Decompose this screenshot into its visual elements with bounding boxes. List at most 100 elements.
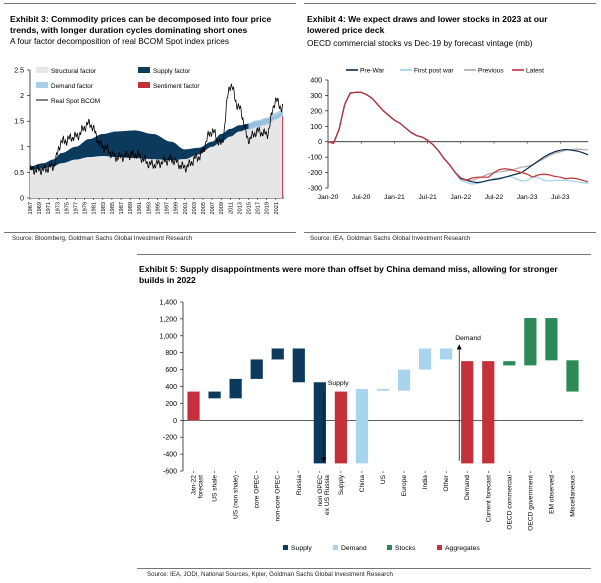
x-tick-label: 1981 bbox=[92, 202, 98, 214]
x-tick-label: Jan-20 bbox=[318, 194, 339, 201]
y-tick-label: -600 bbox=[163, 469, 177, 476]
exhibit5-bottom-rule bbox=[137, 568, 591, 569]
y-tick-label: 200 bbox=[310, 108, 322, 115]
y-tick-label: 1,000 bbox=[159, 333, 177, 340]
series-line-pre-war bbox=[327, 91, 589, 184]
legend-label-sentiment-factor: Sentiment factor bbox=[153, 83, 200, 90]
y-tick-label: 100 bbox=[310, 124, 322, 131]
x-tick-label: 1985 bbox=[110, 202, 116, 214]
legend-label-pre-war: Pre-War bbox=[360, 68, 385, 75]
x-tick-label: 2003 bbox=[192, 202, 198, 214]
exhibit3-chart: 0 0.5 1 1.5 2 2.5 1967 1969 1971 1973 1975 1977 1979… bbox=[14, 67, 284, 214]
x-tick-label: Jan-21 bbox=[384, 194, 405, 201]
x-tick-label: 1979 bbox=[83, 202, 89, 214]
exhibit5-title-line1: Exhibit 5: Supply disappointments were m… bbox=[139, 264, 558, 274]
x-tick-label: 1993 bbox=[146, 202, 152, 214]
y-tick-label: -300 bbox=[308, 186, 322, 193]
x-tick-label: 2013 bbox=[237, 202, 243, 214]
x-tick-label: 1999 bbox=[174, 202, 180, 214]
x-tick-label-core-opec: core OPEC bbox=[254, 475, 261, 509]
legend-swatch-sentiment-factor bbox=[138, 82, 150, 88]
legend-label-supply: Supply bbox=[291, 545, 312, 552]
x-tick-label: 1973 bbox=[55, 202, 61, 214]
y-tick-label: 400 bbox=[165, 384, 177, 391]
annotation-supply-arrowhead bbox=[321, 457, 327, 463]
x-tick-label: 1967 bbox=[28, 202, 34, 214]
x-tick-label: 1983 bbox=[101, 202, 107, 214]
bar-us-non-shale bbox=[229, 378, 242, 399]
exhibit4-panel: Exhibit 4: We expect draws and lower sto… bbox=[300, 0, 601, 250]
legend-label-demand: Demand bbox=[341, 545, 367, 552]
exhibit3-top-rule bbox=[4, 3, 296, 4]
bar-russia bbox=[292, 348, 305, 383]
x-tick-label: 2009 bbox=[219, 202, 225, 214]
x-tick-label-us: US bbox=[380, 474, 387, 484]
legend-label-structural-factor: Structural factor bbox=[51, 68, 97, 75]
x-tick-label-oecd-government: OECD government bbox=[527, 475, 534, 531]
legend-swatch-aggregates bbox=[437, 545, 442, 550]
x-tick-label: 1975 bbox=[64, 202, 70, 214]
x-tick-label: Jul-22 bbox=[485, 194, 504, 201]
x-tick-label-ex-us-russia: ex US Russia bbox=[324, 475, 331, 515]
legend-label-real-spot-bcom: Real Spot BCOM bbox=[51, 98, 100, 105]
exhibit5-panel: Exhibit 5: Supply disappointments were m… bbox=[135, 250, 601, 583]
bar-us bbox=[376, 389, 390, 391]
exhibit3-source: Source: Bloomberg, Goldman Sachs Global … bbox=[12, 235, 193, 242]
series-line-previous bbox=[327, 91, 589, 181]
bar-oecd-commercial bbox=[503, 361, 516, 366]
x-tick-label: 2021 bbox=[274, 202, 280, 214]
y-tick-label: 0.5 bbox=[14, 170, 24, 177]
legend-swatch-demand bbox=[333, 545, 338, 550]
x-tick-label-jan-22: Jan-22 bbox=[191, 475, 198, 495]
legend-label-latest: Latest bbox=[526, 68, 544, 75]
x-tick-label-supply: Supply bbox=[338, 474, 345, 495]
x-tick-label: 2017 bbox=[256, 202, 262, 214]
x-tick-label: Jan-23 bbox=[517, 194, 538, 201]
bar-non-core-opec bbox=[271, 348, 284, 360]
bar-em-observed bbox=[545, 318, 558, 361]
y-tick-label: 0 bbox=[20, 196, 24, 203]
legend-swatch-stocks bbox=[387, 545, 392, 550]
exhibit3-panel: Exhibit 3: Commodity prices can be decom… bbox=[0, 0, 300, 250]
exhibit3-bottom-rule bbox=[4, 232, 296, 233]
legend-label-first-post-war: First post war bbox=[414, 68, 454, 75]
bar-other bbox=[440, 348, 453, 360]
exhibit5-title-line2: builds in 2022 bbox=[139, 275, 196, 285]
x-tick-label-europe: Europe bbox=[401, 475, 408, 497]
x-tick-label: 1989 bbox=[128, 202, 134, 214]
bar-demand bbox=[461, 361, 474, 464]
x-tick-label: 2015 bbox=[246, 202, 252, 214]
bar-core-opec bbox=[250, 359, 263, 379]
y-tick-label: 1 bbox=[20, 144, 24, 151]
exhibit4-source: Source: IEA, Goldman Sachs Global Invest… bbox=[310, 235, 471, 242]
exhibit4-chart: -300 -200 -100 0 100 200 300 400 Jan-20 Jul-20 Jan… bbox=[308, 68, 589, 201]
bar-non-opec-ex-us-russia bbox=[313, 382, 326, 464]
x-tick-label: Jan-22 bbox=[450, 194, 471, 201]
legend-label-demand-factor: Demand factor bbox=[51, 83, 94, 90]
exhibit3-title-line2: trends, with longer duration cycles domi… bbox=[10, 25, 248, 35]
exhibit5-chart: -600 -400 -200 0 200 400 600 800 1,000 1,200 1,400… bbox=[159, 300, 583, 552]
annotation-demand: Demand bbox=[455, 335, 481, 342]
legend-swatch-supply bbox=[283, 545, 288, 550]
bar-supply bbox=[334, 391, 347, 464]
exhibit4-title-line2: lowered price deck bbox=[307, 25, 385, 35]
x-tick-label: 2019 bbox=[265, 202, 271, 214]
x-tick-label-non-core-opec: non-core OPEC bbox=[275, 475, 282, 522]
x-tick-label-russia: Russia bbox=[296, 475, 303, 495]
legend-label-stocks: Stocks bbox=[395, 545, 416, 552]
real-spot-bcom-line bbox=[29, 83, 284, 176]
x-tick-label: Jul-20 bbox=[352, 194, 371, 201]
exhibit4-top-rule bbox=[304, 3, 596, 4]
bar-jan-22-forecast bbox=[187, 391, 200, 421]
legend-label-supply-factor: Supply factor bbox=[153, 68, 191, 75]
exhibit5-top-rule bbox=[137, 254, 591, 255]
x-tick-label-india: India bbox=[422, 475, 429, 490]
y-tick-label: -100 bbox=[308, 155, 322, 162]
series-line-first-post-war bbox=[327, 91, 589, 185]
series-line-latest bbox=[327, 91, 589, 183]
bar-china bbox=[355, 389, 369, 464]
x-tick-label: 1995 bbox=[155, 202, 161, 214]
x-tick-label: 2005 bbox=[201, 202, 207, 214]
x-tick-label-forecast: forecast bbox=[198, 475, 205, 499]
legend-swatch-demand-factor bbox=[36, 82, 48, 88]
